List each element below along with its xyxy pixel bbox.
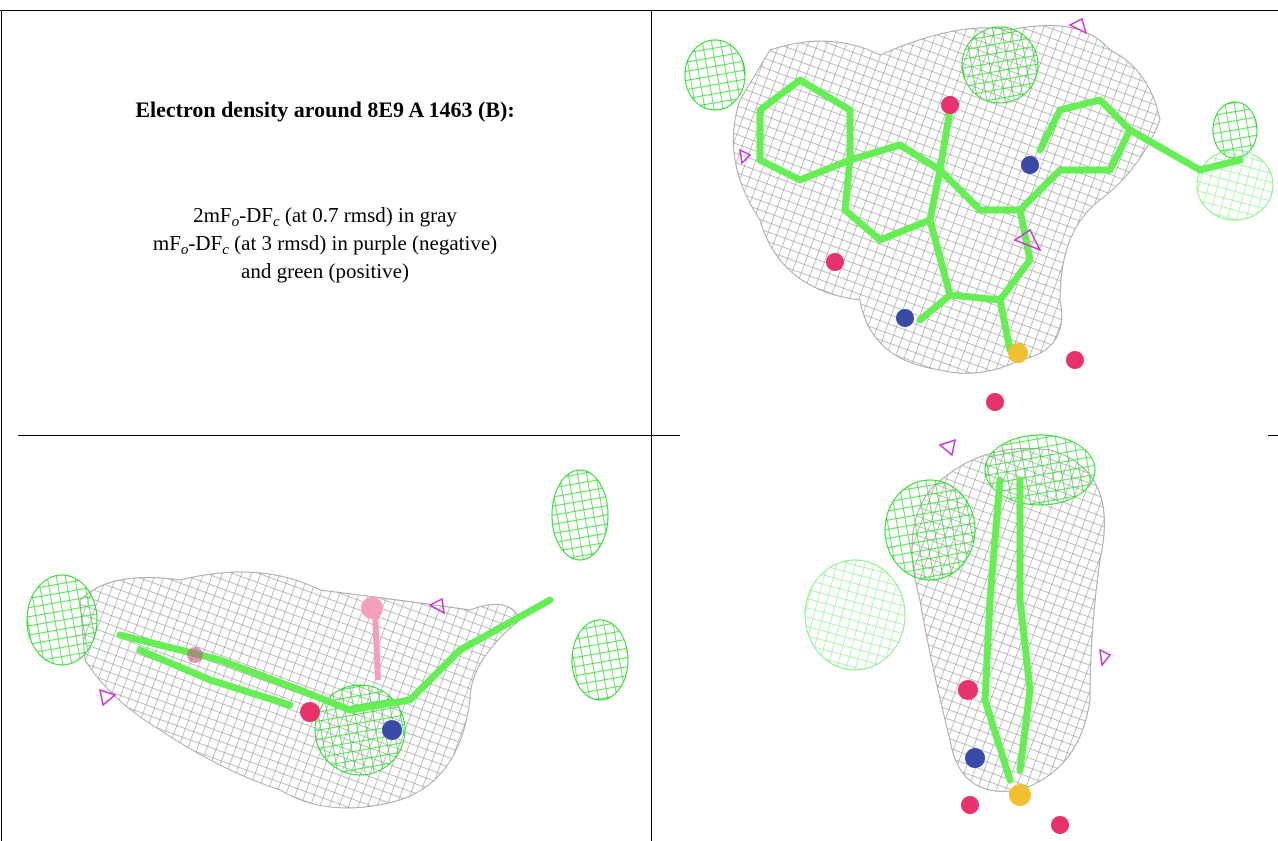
text-run: 2mF bbox=[193, 203, 232, 227]
density-view-2 bbox=[27, 470, 628, 808]
legend-line: and green (positive) bbox=[241, 259, 409, 283]
text-run: mF bbox=[153, 231, 181, 255]
legend-line: 2mFo-DFc (at 0.7 rmsd) in gray bbox=[193, 203, 457, 230]
text-run: (at 0.7 rmsd) in gray bbox=[280, 203, 458, 227]
figure: Electron density around 8E9 A 1463 (B): … bbox=[0, 0, 1278, 841]
text-run: and green (positive) bbox=[241, 259, 409, 283]
density-view-3 bbox=[805, 435, 1110, 834]
legend-line: mFo-DFc (at 3 rmsd) in purple (negative) bbox=[153, 231, 497, 258]
text-run: (at 3 rmsd) in purple (negative) bbox=[229, 231, 497, 255]
text-run: -DF bbox=[239, 203, 273, 227]
caption-title: Electron density around 8E9 A 1463 (B): bbox=[135, 97, 514, 122]
density-view-1 bbox=[685, 19, 1273, 411]
text-run: -DF bbox=[188, 231, 222, 255]
page: Electron density around 8E9 A 1463 (B): … bbox=[0, 0, 1278, 841]
